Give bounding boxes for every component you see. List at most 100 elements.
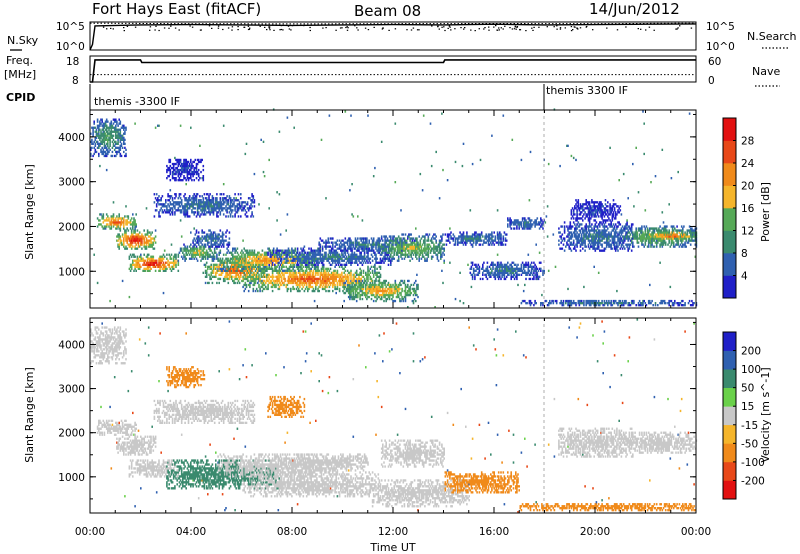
heatmap-cell	[442, 251, 444, 254]
heatmap-cell	[205, 199, 208, 202]
heatmap-cell	[332, 245, 334, 248]
heatmap-cell	[351, 287, 353, 291]
heatmap-cell	[208, 211, 210, 214]
heatmap-cell	[354, 283, 357, 287]
heatmap-cell	[232, 269, 234, 272]
heatmap-cell	[412, 245, 415, 248]
heatmap-cell	[320, 273, 323, 276]
heatmap-cell	[284, 269, 286, 272]
heatmap-cell	[263, 275, 266, 278]
heatmap-cell	[178, 209, 181, 212]
heatmap-cell	[367, 275, 369, 278]
heatmap-cell	[203, 243, 206, 246]
heatmap-cell	[404, 291, 407, 295]
heatmap-cell	[235, 269, 237, 272]
heatmap-cell	[153, 239, 156, 242]
heatmap-cell	[102, 126, 105, 129]
nsky-dot	[504, 25, 506, 27]
heatmap-cell	[262, 255, 265, 258]
heatmap-cell	[317, 277, 319, 281]
heatmap-cell	[346, 285, 349, 289]
heatmap-cell	[220, 209, 223, 212]
heatmap-cell	[399, 291, 401, 295]
heatmap-cell	[332, 279, 334, 283]
heatmap-cell	[236, 255, 239, 258]
heatmap-cell	[137, 233, 140, 236]
heatmap-cell	[319, 247, 322, 250]
heatmap-cell	[209, 213, 211, 216]
heatmap-cell	[115, 227, 117, 230]
heatmap-cell	[349, 241, 351, 244]
heatmap-cell	[330, 247, 333, 250]
heatmap-cell	[216, 201, 218, 204]
heatmap-cell	[177, 255, 180, 258]
heatmap-cell	[294, 279, 297, 283]
heatmap-cell	[286, 271, 289, 274]
heatmap-cell	[384, 255, 386, 258]
heatmap-cell	[178, 177, 181, 180]
heatmap-cell	[253, 199, 256, 202]
heatmap-cell	[172, 255, 175, 258]
heatmap-cell	[377, 295, 380, 299]
heatmap-cell	[195, 203, 198, 206]
heatmap-cell	[127, 237, 130, 240]
heatmap-cell	[400, 293, 402, 297]
heatmap-cell	[178, 170, 181, 174]
heatmap-cell	[310, 257, 312, 260]
heatmap-cell	[262, 263, 265, 266]
heatmap-cell	[305, 275, 308, 278]
heatmap-cell	[315, 253, 317, 256]
heatmap-cell	[367, 277, 369, 281]
heatmap-cell	[334, 277, 336, 281]
heatmap-cell	[353, 275, 356, 278]
heatmap-cell	[442, 247, 444, 250]
heatmap-cell	[229, 259, 232, 262]
heatmap-cell	[267, 273, 269, 276]
heatmap-cell	[137, 263, 140, 266]
heatmap-cell	[378, 285, 381, 289]
heatmap-cell	[300, 257, 302, 260]
heatmap-cell	[274, 279, 276, 283]
heatmap-cell	[337, 263, 340, 266]
heatmap-cell	[355, 249, 358, 252]
heatmap-cell	[299, 279, 301, 283]
heatmap-cell	[322, 287, 325, 291]
heatmap-cell	[102, 215, 105, 218]
heatmap-cell	[285, 251, 287, 254]
nsky-dot	[516, 26, 518, 28]
heatmap-cell	[235, 257, 237, 260]
heatmap-cell	[374, 281, 376, 285]
heatmap-cell	[335, 241, 337, 244]
heatmap-cell	[347, 285, 350, 289]
heatmap-cell	[352, 273, 355, 276]
heatmap-cell	[343, 251, 345, 254]
nsky-dot	[273, 29, 275, 31]
heatmap-cell	[302, 247, 305, 250]
heatmap-cell	[107, 219, 109, 222]
heatmap-cell	[384, 249, 386, 252]
heatmap-cell	[310, 277, 312, 281]
heatmap-cell	[179, 164, 182, 168]
heatmap-cell	[304, 251, 307, 254]
heatmap-cell	[374, 251, 376, 254]
heatmap-cell	[391, 293, 393, 297]
heatmap-cell	[379, 245, 382, 248]
heatmap-cell	[196, 239, 199, 242]
heatmap-cell	[415, 299, 417, 303]
heatmap-cell	[215, 275, 217, 278]
heatmap-cell	[115, 150, 117, 154]
heatmap-cell	[180, 168, 183, 172]
heatmap-cell	[304, 271, 307, 274]
heatmap-cell	[407, 247, 409, 250]
heatmap-cell	[178, 158, 181, 162]
heatmap-cell	[215, 197, 217, 200]
heatmap-cell	[234, 263, 236, 266]
heatmap-cell	[388, 255, 391, 258]
heatmap-cell	[215, 241, 217, 244]
heatmap-cell	[233, 197, 235, 200]
heatmap-cell	[383, 295, 385, 299]
heatmap-cell	[179, 193, 182, 196]
heatmap-cell	[201, 229, 203, 232]
heatmap-cell	[184, 160, 186, 164]
heatmap-cell	[342, 253, 344, 256]
